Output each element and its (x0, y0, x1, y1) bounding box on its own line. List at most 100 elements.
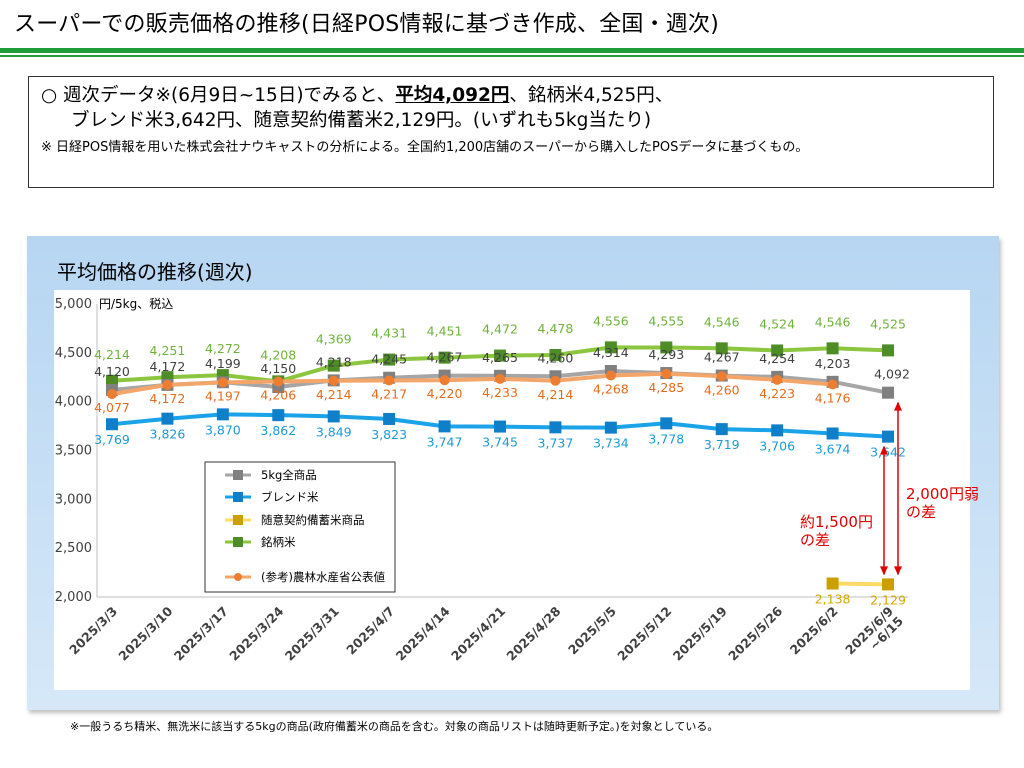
data-point (549, 421, 562, 434)
data-label: 3,862 (260, 423, 296, 438)
data-point (716, 371, 727, 382)
x-tick-label: 2025/4/21 (448, 604, 508, 664)
y-tick-label: 3,500 (55, 444, 92, 459)
data-label: 4,546 (704, 314, 740, 329)
x-tick-label: 2025/5/19 (670, 604, 730, 664)
data-label: 4,214 (94, 347, 130, 362)
data-label: 4,293 (648, 347, 684, 362)
data-label: 4,254 (759, 351, 795, 366)
data-point (549, 348, 562, 361)
data-point (826, 342, 839, 355)
annotation-2000-line1: 2,000円弱 (906, 485, 979, 503)
diff-arrowhead (894, 566, 902, 576)
data-label: 4,555 (648, 313, 684, 328)
data-point (162, 379, 173, 390)
data-label: 3,849 (316, 424, 352, 439)
y-tick-label: 2,000 (55, 590, 92, 605)
data-point (715, 342, 728, 355)
data-label: 4,285 (648, 380, 684, 395)
data-label: 3,870 (205, 422, 241, 437)
legend-marker (233, 470, 243, 480)
summary-average: 平均4,092円 (395, 85, 510, 106)
diff-arrowhead (894, 401, 902, 411)
data-label: 4,369 (316, 332, 352, 347)
chart-title: 平均価格の推移(週次) (57, 260, 253, 284)
x-tick-label: 2025/3/3 (66, 604, 120, 658)
legend-label: 銘柄米 (261, 535, 296, 549)
data-point (217, 377, 228, 388)
legend-label: (参考)農林水産省公表値 (261, 570, 385, 584)
data-label: 3,719 (704, 437, 740, 452)
data-point (771, 424, 784, 437)
data-label: 4,120 (94, 364, 130, 379)
data-point (327, 410, 340, 423)
x-tick-label: 2025/6/9~6/15 (842, 604, 906, 668)
legend-box (204, 461, 396, 593)
data-label: 3,745 (482, 435, 518, 450)
data-point (604, 421, 617, 434)
data-point (216, 408, 229, 421)
data-label: 3,826 (150, 427, 186, 442)
data-label: 4,199 (205, 356, 241, 371)
data-label: 2,138 (815, 592, 851, 607)
data-point (106, 418, 118, 431)
data-label: 4,260 (538, 350, 574, 365)
data-label: 2,129 (870, 592, 906, 607)
y-tick-label: 4,000 (55, 395, 92, 410)
data-label: 4,233 (482, 385, 518, 400)
data-label: 4,265 (482, 350, 518, 365)
x-tick-label: 2025/5/5 (565, 604, 619, 658)
diff-arrowhead (880, 445, 888, 455)
summary-post: 、銘柄米4,525円、 (509, 85, 674, 106)
data-point (882, 386, 895, 399)
data-label: 4,214 (538, 387, 574, 402)
legend-marker (233, 492, 243, 502)
footnote: ※一般うるち精米、無洗米に該当する5kgの商品(政府備蓄米の商品を含む。対象の商… (70, 720, 719, 733)
data-label: 3,674 (815, 442, 851, 457)
data-point (384, 375, 395, 386)
x-tick-label: 2025/3/24 (226, 603, 286, 663)
data-point (771, 344, 784, 357)
data-point (604, 341, 617, 354)
y-tick-label: 5,000 (55, 297, 92, 312)
data-label: 3,737 (538, 435, 574, 450)
data-point (107, 389, 117, 400)
series-line-2 (111, 371, 833, 397)
y-tick-label: 4,500 (55, 346, 92, 361)
data-label: 4,217 (371, 386, 407, 401)
data-label: 4,092 (874, 367, 910, 382)
data-label: 4,260 (704, 382, 740, 397)
data-point (882, 430, 895, 443)
data-label: 4,172 (150, 391, 186, 406)
data-label: 4,214 (316, 387, 352, 402)
data-label: 4,546 (815, 314, 851, 329)
annotation-1500-line1: 約1,500円 (800, 513, 873, 531)
data-point (438, 420, 451, 433)
x-tick-label: 2025/4/28 (503, 604, 563, 664)
data-label: 4,245 (371, 352, 407, 367)
data-label: 3,769 (94, 432, 130, 447)
data-label: 4,431 (371, 326, 407, 341)
y-tick-label: 2,500 (55, 541, 92, 556)
data-point (605, 370, 616, 381)
legend-marker (233, 515, 243, 525)
data-label: 4,172 (150, 359, 186, 374)
title-divider (0, 48, 1024, 53)
x-tick-label: 2025/3/17 (171, 604, 231, 664)
data-point (327, 359, 340, 372)
title-divider-thin (0, 55, 1024, 57)
data-point (660, 341, 673, 354)
data-point (826, 427, 839, 440)
data-point (660, 417, 673, 430)
data-point (106, 374, 118, 387)
data-point (383, 353, 396, 366)
data-label: 3,706 (759, 438, 795, 453)
data-point (882, 344, 895, 357)
data-label: 4,208 (260, 347, 296, 362)
legend-label: ブレンド米 (261, 490, 319, 504)
page-title: スーパーでの販売価格の推移(日経POS情報に基づき作成、全国・週次) (14, 12, 719, 37)
data-label: 4,197 (205, 388, 241, 403)
data-label: 3,778 (648, 431, 684, 446)
data-point (715, 423, 728, 436)
